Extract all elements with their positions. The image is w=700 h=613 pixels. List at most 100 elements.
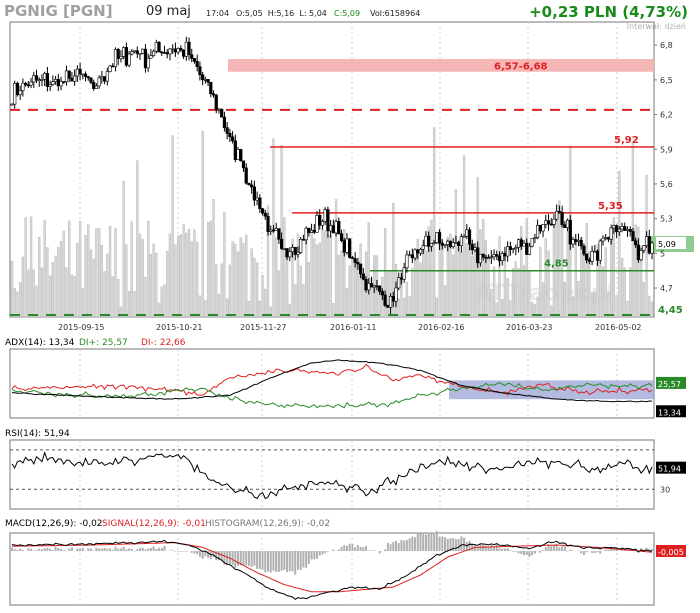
histogram-bar <box>547 544 550 551</box>
volume-bar <box>163 284 166 318</box>
di-plus-legend: DI+: 25,57 <box>79 338 128 348</box>
histogram-bar <box>495 544 498 551</box>
candle-body <box>457 242 461 246</box>
volume-bar <box>648 295 651 318</box>
histogram-bar <box>558 547 561 551</box>
volume-bar <box>296 233 300 318</box>
candle-body <box>173 48 178 53</box>
candle-body <box>97 77 101 87</box>
histogram-bar <box>651 548 653 551</box>
histogram-bar <box>542 550 545 551</box>
histogram-bar <box>87 548 90 551</box>
histogram-bar <box>318 551 321 556</box>
volume-bar <box>13 287 16 318</box>
histogram-bar <box>408 538 411 551</box>
volume-bar <box>386 271 389 318</box>
histogram-bar <box>345 545 348 551</box>
candle-body <box>83 73 88 77</box>
volume-bar <box>422 245 425 318</box>
candle-body <box>413 249 417 259</box>
volume-bar <box>201 130 204 318</box>
candle-body <box>70 78 74 82</box>
candle-body <box>149 55 153 59</box>
histogram-bar <box>615 548 618 551</box>
volume-bar <box>555 221 558 318</box>
volume-bar <box>334 199 338 318</box>
candle-body <box>64 70 69 83</box>
candle-body <box>119 56 123 59</box>
histogram-bar <box>356 545 359 551</box>
volume-bar <box>206 222 210 318</box>
histogram-bar <box>144 549 147 551</box>
volume-bar <box>446 236 449 318</box>
volume-bar <box>566 231 569 318</box>
histogram-bar <box>389 544 392 551</box>
volume-bar <box>405 282 409 318</box>
volume-bar <box>435 297 439 318</box>
histogram-bar <box>487 546 490 551</box>
candle-body <box>236 149 240 160</box>
candle-body <box>650 242 654 254</box>
candle-body <box>506 246 510 257</box>
candle-body <box>244 167 248 184</box>
candle-body <box>217 108 221 111</box>
histogram-bar <box>648 548 651 551</box>
histogram-bar <box>473 545 476 551</box>
candle-body <box>519 239 523 247</box>
volume-bar <box>383 228 387 318</box>
candle-body <box>465 229 469 237</box>
histogram-bar <box>234 551 237 568</box>
candle-body <box>593 250 597 253</box>
histogram-bar <box>267 551 269 572</box>
histogram-bar <box>122 546 125 551</box>
volume-bar <box>231 241 234 318</box>
resistance-label: 5,92 <box>614 135 639 146</box>
candle-body <box>111 65 115 68</box>
histogram-bar <box>544 547 547 551</box>
histogram-bar <box>201 551 204 559</box>
histogram-bar <box>220 551 223 562</box>
candle-body <box>67 70 71 79</box>
volume-bar <box>490 289 493 318</box>
candle-body <box>135 50 139 54</box>
volume-bar <box>119 306 123 318</box>
candle-body <box>541 224 545 232</box>
candle-body <box>620 226 624 230</box>
histogram-bar <box>228 551 231 565</box>
volume-bar <box>147 220 150 318</box>
volume-bar <box>615 295 618 318</box>
zone-label: 6,57-6,68 <box>494 61 548 72</box>
histogram-bar <box>397 543 400 551</box>
volume-bar <box>501 299 504 318</box>
x-tick-label: 2015-10-21 <box>156 323 203 332</box>
histogram-bar <box>533 551 536 554</box>
volume-bar <box>432 127 436 318</box>
histogram-bar <box>76 548 79 551</box>
histogram-bar <box>130 548 133 551</box>
volume-bar <box>315 244 319 318</box>
histogram-bar <box>261 551 264 570</box>
volume-bar <box>48 275 52 318</box>
candle-body <box>595 250 600 261</box>
time-label: 17:04 <box>206 9 230 18</box>
candle-body <box>312 229 316 233</box>
histogram-bar <box>509 550 512 551</box>
histogram-bar <box>13 548 16 551</box>
volume-bar <box>511 267 515 318</box>
histogram-bar <box>247 551 250 566</box>
histogram-bar <box>441 536 444 551</box>
volume-label: Vol:6158964 <box>370 9 421 18</box>
volume-bar <box>24 217 27 318</box>
histogram-bar <box>223 551 226 565</box>
histogram-bar <box>258 551 261 570</box>
volume-bar <box>19 282 22 318</box>
histogram-bar <box>158 547 161 551</box>
volume-bar <box>411 267 414 318</box>
histogram-bar <box>19 548 22 551</box>
histogram-bar <box>427 532 430 551</box>
candle-body <box>34 75 39 81</box>
histogram-bar <box>378 551 381 554</box>
volume-bar <box>166 251 169 318</box>
x-tick-label: 2015-11-27 <box>240 323 287 332</box>
candle-body <box>514 247 518 250</box>
